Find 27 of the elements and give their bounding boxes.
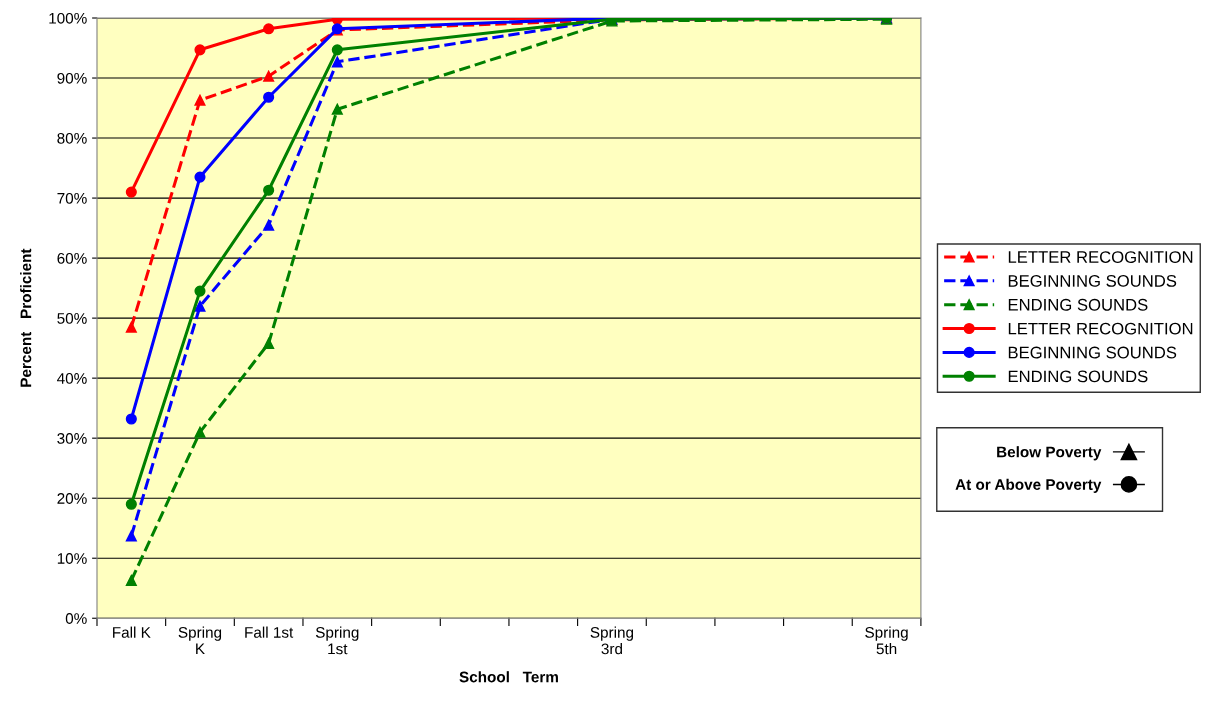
x-tick-label: Spring 3rd [590,626,634,655]
y-axis-title: Percent Proficient [20,248,32,387]
legend-label: BEGINNING SOUNDS [1008,346,1177,359]
y-tick-label: 60% [57,252,87,264]
x-tick-label: Spring K [178,626,222,655]
legend-label: ENDING SOUNDS [1008,298,1148,311]
y-tick-label: 90% [57,72,87,84]
x-tick-label: Fall K [113,626,151,638]
legend-label: LETTER RECOGNITION [1008,322,1193,335]
y-tick-label: 100% [49,12,87,24]
x-tick-label: Spring 5th [865,626,908,655]
y-tick-label: 0% [65,613,87,624]
text: Below Poverty [997,446,1102,461]
y-tick-label: 70% [57,192,87,204]
legend-label: ENDING SOUNDS [1008,370,1148,383]
legend-label: LETTER RECOGNITION [1008,251,1193,263]
y-tick-label: 50% [57,313,87,324]
legend-label: BEGINNING SOUNDS [1008,275,1177,287]
x-axis-title: School Term [459,671,558,683]
x-tick-label: Fall 1st [245,626,294,638]
text: At or Above Poverty [955,478,1102,493]
y-tick-label: 30% [57,433,87,444]
y-tick-label: 20% [57,493,87,504]
y-tick-label: 80% [57,132,87,144]
y-tick-label: 40% [57,373,87,384]
x-tick-label: Spring 1st [315,626,359,655]
y-tick-label: 10% [57,553,87,564]
